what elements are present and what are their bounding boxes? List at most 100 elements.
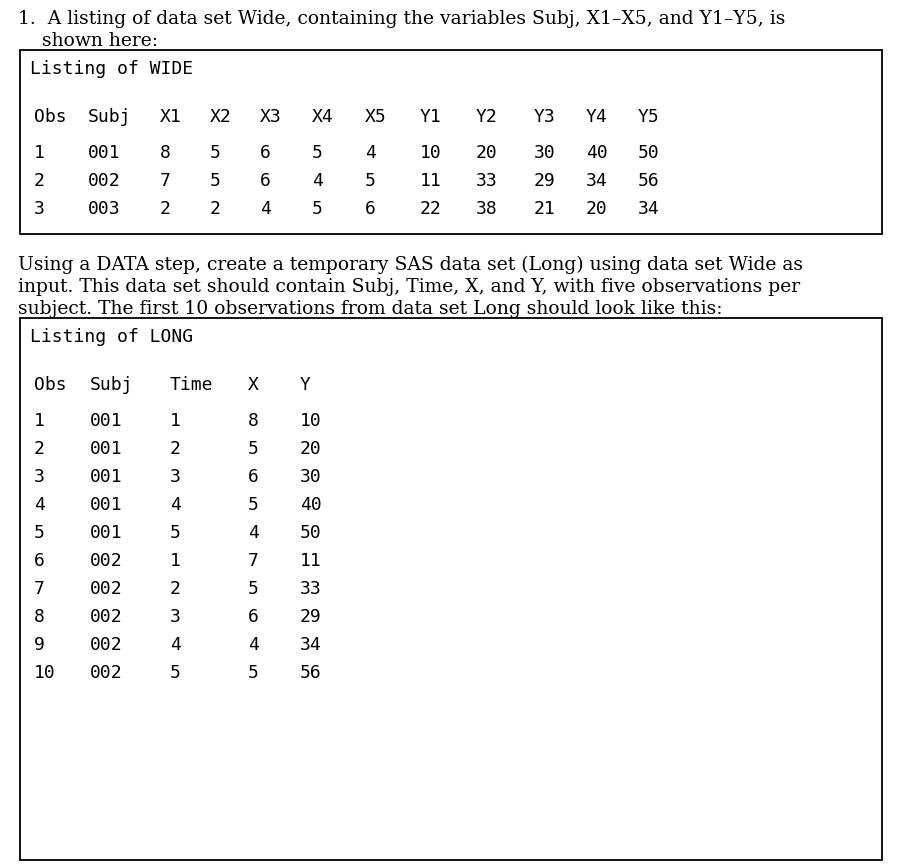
Text: Obs: Obs [34,376,67,394]
Text: Y: Y [299,376,310,394]
Text: X5: X5 [364,108,386,126]
Text: 2: 2 [34,172,45,190]
Text: 34: 34 [585,172,607,190]
Text: 3: 3 [170,468,180,486]
Text: 4: 4 [170,636,180,654]
Text: 4: 4 [364,144,375,162]
Text: input. This data set should contain Subj, Time, X, and Y, with five observations: input. This data set should contain Subj… [18,278,799,296]
Text: 29: 29 [533,172,555,190]
Text: Time: Time [170,376,213,394]
Text: 20: 20 [475,144,497,162]
Text: 001: 001 [90,496,123,514]
Bar [20,318,881,860]
Text: 5: 5 [248,580,259,598]
Text: 6: 6 [364,200,375,218]
Text: 6: 6 [260,172,271,190]
Text: 3: 3 [34,200,45,218]
Text: 5: 5 [170,524,180,542]
Text: 002: 002 [90,636,123,654]
Text: 6: 6 [34,552,45,570]
Text: 002: 002 [90,608,123,626]
Text: 003: 003 [87,200,121,218]
Text: 5: 5 [248,440,259,458]
Text: 33: 33 [299,580,321,598]
Text: 1: 1 [170,412,180,430]
Text: 8: 8 [34,608,45,626]
Text: 10: 10 [419,144,441,162]
Text: 5: 5 [312,144,323,162]
Text: Obs: Obs [34,108,67,126]
Text: 1: 1 [170,552,180,570]
Text: 3: 3 [34,468,45,486]
Text: Y1: Y1 [419,108,441,126]
Bar [20,50,881,234]
Text: 6: 6 [260,144,271,162]
Text: 5: 5 [364,172,375,190]
Text: 11: 11 [299,552,321,570]
Text: subject. The first 10 observations from data set Long should look like this:: subject. The first 10 observations from … [18,300,722,318]
Text: 1.  A listing of data set Wide, containing the variables Subj, X1–X5, and Y1–Y5,: 1. A listing of data set Wide, containin… [18,10,785,28]
Text: 20: 20 [299,440,321,458]
Text: shown here:: shown here: [18,32,158,50]
Text: 11: 11 [419,172,441,190]
Text: 5: 5 [210,172,221,190]
Text: 6: 6 [248,468,259,486]
Text: 001: 001 [87,144,121,162]
Text: 22: 22 [419,200,441,218]
Text: 4: 4 [312,172,323,190]
Text: 4: 4 [260,200,271,218]
Text: Y4: Y4 [585,108,607,126]
Text: X3: X3 [260,108,281,126]
Text: 40: 40 [299,496,321,514]
Text: Using a DATA step, create a temporary SAS data set (Long) using data set Wide as: Using a DATA step, create a temporary SA… [18,256,802,274]
Text: 5: 5 [170,664,180,682]
Text: Listing of LONG: Listing of LONG [30,328,193,346]
Text: 5: 5 [312,200,323,218]
Text: 001: 001 [90,412,123,430]
Text: Subj: Subj [87,108,132,126]
Text: 002: 002 [90,552,123,570]
Text: 2: 2 [34,440,45,458]
Text: 4: 4 [170,496,180,514]
Text: 001: 001 [90,440,123,458]
Text: 9: 9 [34,636,45,654]
Text: 002: 002 [90,664,123,682]
Text: 34: 34 [299,636,321,654]
Text: 7: 7 [160,172,170,190]
Text: 56: 56 [638,172,659,190]
Text: 6: 6 [248,608,259,626]
Text: 4: 4 [34,496,45,514]
Text: 33: 33 [475,172,497,190]
Text: 1: 1 [34,412,45,430]
Text: 5: 5 [210,144,221,162]
Text: 5: 5 [248,664,259,682]
Text: 2: 2 [170,440,180,458]
Text: 5: 5 [34,524,45,542]
Text: 8: 8 [160,144,170,162]
Text: 001: 001 [90,468,123,486]
Text: 34: 34 [638,200,659,218]
Text: 7: 7 [34,580,45,598]
Text: 50: 50 [638,144,659,162]
Text: 10: 10 [299,412,321,430]
Text: X4: X4 [312,108,334,126]
Text: 30: 30 [299,468,321,486]
Text: 40: 40 [585,144,607,162]
Text: X2: X2 [210,108,232,126]
Text: Y5: Y5 [638,108,659,126]
Text: 21: 21 [533,200,555,218]
Text: 4: 4 [248,524,259,542]
Text: Y3: Y3 [533,108,555,126]
Text: Subj: Subj [90,376,133,394]
Text: 002: 002 [90,580,123,598]
Text: 001: 001 [90,524,123,542]
Text: Listing of WIDE: Listing of WIDE [30,60,193,78]
Text: 29: 29 [299,608,321,626]
Text: X: X [248,376,259,394]
Text: X1: X1 [160,108,181,126]
Text: Y2: Y2 [475,108,497,126]
Text: 30: 30 [533,144,555,162]
Text: 20: 20 [585,200,607,218]
Text: 4: 4 [248,636,259,654]
Text: 002: 002 [87,172,121,190]
